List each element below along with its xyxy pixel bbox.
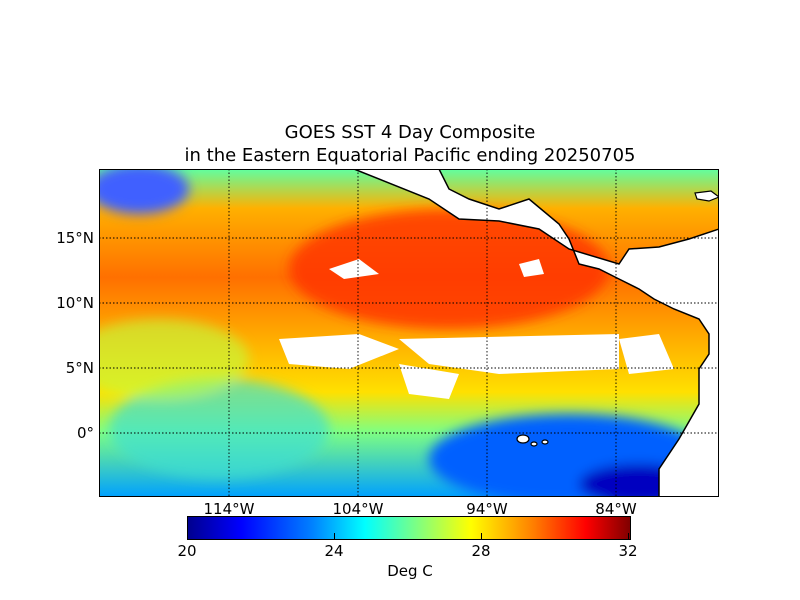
colorbar-tick-24: 24 [324,542,344,560]
graticule [99,169,719,497]
sst-anomalies [99,169,709,497]
lat-label-0: 0° [76,424,94,442]
colorbar-tickmark [628,533,629,539]
lat-label-10n: 10°N [56,294,94,312]
caribbean-island [694,190,719,202]
colorbar [187,516,631,540]
lat-label-5n: 5°N [65,359,94,377]
lon-label-84w: 84°W [595,500,637,518]
land-mass [353,169,719,497]
lat-label-15n: 15°N [56,229,94,247]
galapagos-islands [516,434,549,447]
colorbar-tickmark [481,533,482,539]
map-subtitle: in the Eastern Equatorial Pacific ending… [184,145,636,166]
colorbar-tick-32: 32 [618,542,638,560]
colorbar-tick-20: 20 [177,542,197,560]
colorbar-tickmark [187,533,188,539]
map-title: GOES SST 4 Day Composite [284,122,536,143]
cloud-gaps [279,259,674,399]
sst-map [99,169,719,497]
colorbar-tickmark [334,533,335,539]
lon-label-104w: 104°W [332,500,384,518]
lon-label-114w: 114°W [203,500,255,518]
colorbar-label: Deg C [387,562,433,580]
colorbar-tick-28: 28 [471,542,491,560]
lon-label-94w: 94°W [466,500,508,518]
